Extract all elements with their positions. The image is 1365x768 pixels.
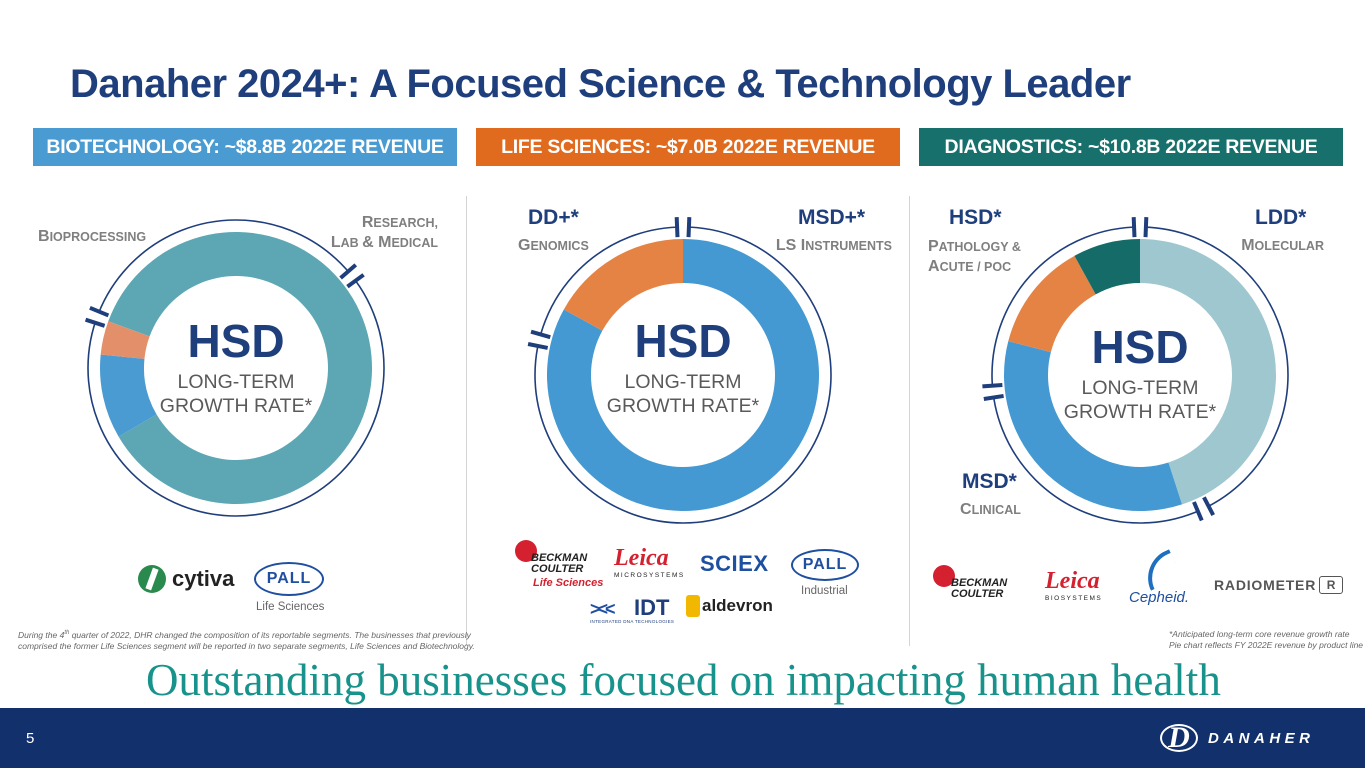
sciex-logo: SCIEX: [700, 551, 769, 576]
banner-biotechnology: BIOTECHNOLOGY: ~$8.8B 2022E REVENUE: [33, 128, 457, 166]
beckman-swoosh-icon: [515, 540, 537, 562]
ring-break-mark: [346, 273, 365, 289]
beckman-swoosh-icon: [933, 565, 955, 587]
donut-slice-bioprocessing: [108, 232, 373, 504]
donut-slice-other: [1074, 239, 1140, 295]
ring-break-mark: [339, 263, 358, 280]
ring-break-mark: [89, 305, 110, 318]
growth-label-line1: LONG-TERM: [1081, 377, 1199, 399]
label-msd-plus-code: MSD+*: [798, 206, 866, 229]
pall-logo: PALL: [254, 562, 324, 596]
donut-slice-ls-instruments: [547, 239, 819, 511]
bio-center-text: HSD LONG-TERM GROWTH RATE*: [126, 318, 346, 419]
banner-diagnostics: DIAGNOSTICS: ~$10.8B 2022E REVENUE: [919, 128, 1343, 166]
ring-break-mark: [982, 382, 1003, 389]
label-research-lab-medical: RESEARCH, LAB & MEDICAL: [330, 214, 438, 251]
donut-biotechnology: [84, 219, 385, 517]
footnote-segment-change: During the 4th quarter of 2022, DHR chan…: [18, 629, 475, 652]
ls-center-text: HSD LONG-TERM GROWTH RATE*: [573, 318, 793, 419]
danaher-logo: D DANAHER: [1160, 721, 1315, 754]
footer-bar: 5 D DANAHER: [0, 708, 1365, 768]
hsd-label: HSD: [1091, 321, 1189, 373]
growth-label-line1: LONG-TERM: [177, 371, 295, 393]
danaher-wordmark: DANAHER: [1208, 729, 1315, 747]
growth-label-line2: GROWTH RATE*: [606, 395, 760, 418]
pall-life-sciences-label: Life Sciences: [256, 601, 325, 613]
dx-center-text: HSD LONG-TERM GROWTH RATE*: [1030, 324, 1250, 425]
ring-break-mark: [84, 317, 106, 328]
pall-industrial-label: Industrial: [801, 585, 848, 597]
page-title: Danaher 2024+: A Focused Science & Techn…: [70, 62, 1131, 106]
outer-ring: [87, 219, 385, 517]
ring-break-mark: [983, 393, 1004, 401]
beckman-coulter-ls-logo: BECKMAN COULTER Life Sciences: [515, 540, 603, 590]
ring-break-mark: [674, 217, 680, 238]
hsd-label: HSD: [187, 315, 285, 367]
donut-slice-research-lab-medical: [100, 354, 157, 437]
label-bioprocessing: BIOPROCESSING: [38, 228, 147, 245]
donut-slice-genomics: [563, 239, 683, 331]
ring-break-mark: [1143, 217, 1149, 238]
label-msd-code: MSD*: [962, 470, 1017, 493]
growth-label-line1: LONG-TERM: [624, 371, 742, 393]
donut-slice-other: [100, 321, 150, 359]
leica-biosystems-logo: Leica BIOSYSTEMS: [1045, 568, 1103, 602]
cepheid-wing-icon: [1138, 549, 1182, 591]
donut-slice-pathology-acute-poc: [1008, 255, 1096, 353]
ring-break-mark: [1192, 501, 1204, 522]
label-ldd-code: LDD*: [1255, 206, 1307, 229]
donut-diagnostics: [982, 217, 1289, 524]
tagline: Outstanding businesses focused on impact…: [146, 655, 1221, 705]
label-pathology-acute: PATHOLOGY & ACUTE / POC: [928, 238, 1021, 275]
ring-break-mark: [1202, 496, 1215, 516]
beckman-coulter-dx-logo: BECKMAN COULTER: [933, 565, 1019, 605]
label-genomics: GENOMICS: [518, 237, 589, 254]
aldevron-mark-icon: [686, 595, 700, 617]
idt-helix-icon: ><<: [590, 599, 615, 619]
label-hsd-code: HSD*: [949, 206, 1002, 229]
leica-microsystems-logo: Leica MICROSYSTEMS: [614, 545, 685, 579]
cytiva-mark-icon: [138, 565, 166, 593]
column-divider: [909, 196, 910, 646]
aldevron-logo: aldevron: [686, 595, 773, 617]
radiometer-logo: RADIOMETER R: [1214, 576, 1344, 594]
footnote-growth-rate: *Anticipated long-term core revenue grow…: [1169, 629, 1364, 651]
label-clinical: CLINICAL: [960, 501, 1021, 518]
hsd-label: HSD: [634, 315, 732, 367]
pall-industrial-logo: PALL: [791, 549, 859, 581]
danaher-mark-icon: D: [1160, 721, 1198, 754]
growth-label-line2: GROWTH RATE*: [1063, 401, 1217, 424]
ring-break-mark: [530, 329, 551, 340]
column-divider: [466, 196, 467, 646]
label-molecular: MOLECULAR: [1241, 237, 1324, 254]
idt-logo: ><< IDT INTEGRATED DNA TECHNOLOGIES: [590, 595, 675, 624]
label-ls-instruments: LS INSTRUMENTS: [775, 237, 892, 254]
page-number: 5: [26, 730, 35, 747]
banner-life-sciences: LIFE SCIENCES: ~$7.0B 2022E REVENUE: [476, 128, 900, 166]
donut-slice-molecular: [1140, 239, 1276, 505]
radiometer-mark-icon: R: [1319, 576, 1344, 594]
ring-break-mark: [1131, 217, 1137, 238]
donut-slice-clinical: [1004, 341, 1183, 511]
donut-life-sciences: [527, 217, 832, 524]
ring-break-mark: [527, 342, 549, 350]
growth-label-line2: GROWTH RATE*: [159, 395, 313, 418]
cytiva-logo: cytiva: [138, 565, 234, 593]
cepheid-logo: Cepheid.: [1127, 549, 1191, 607]
label-dd-code: DD+*: [528, 206, 579, 229]
ring-break-mark: [686, 217, 692, 238]
